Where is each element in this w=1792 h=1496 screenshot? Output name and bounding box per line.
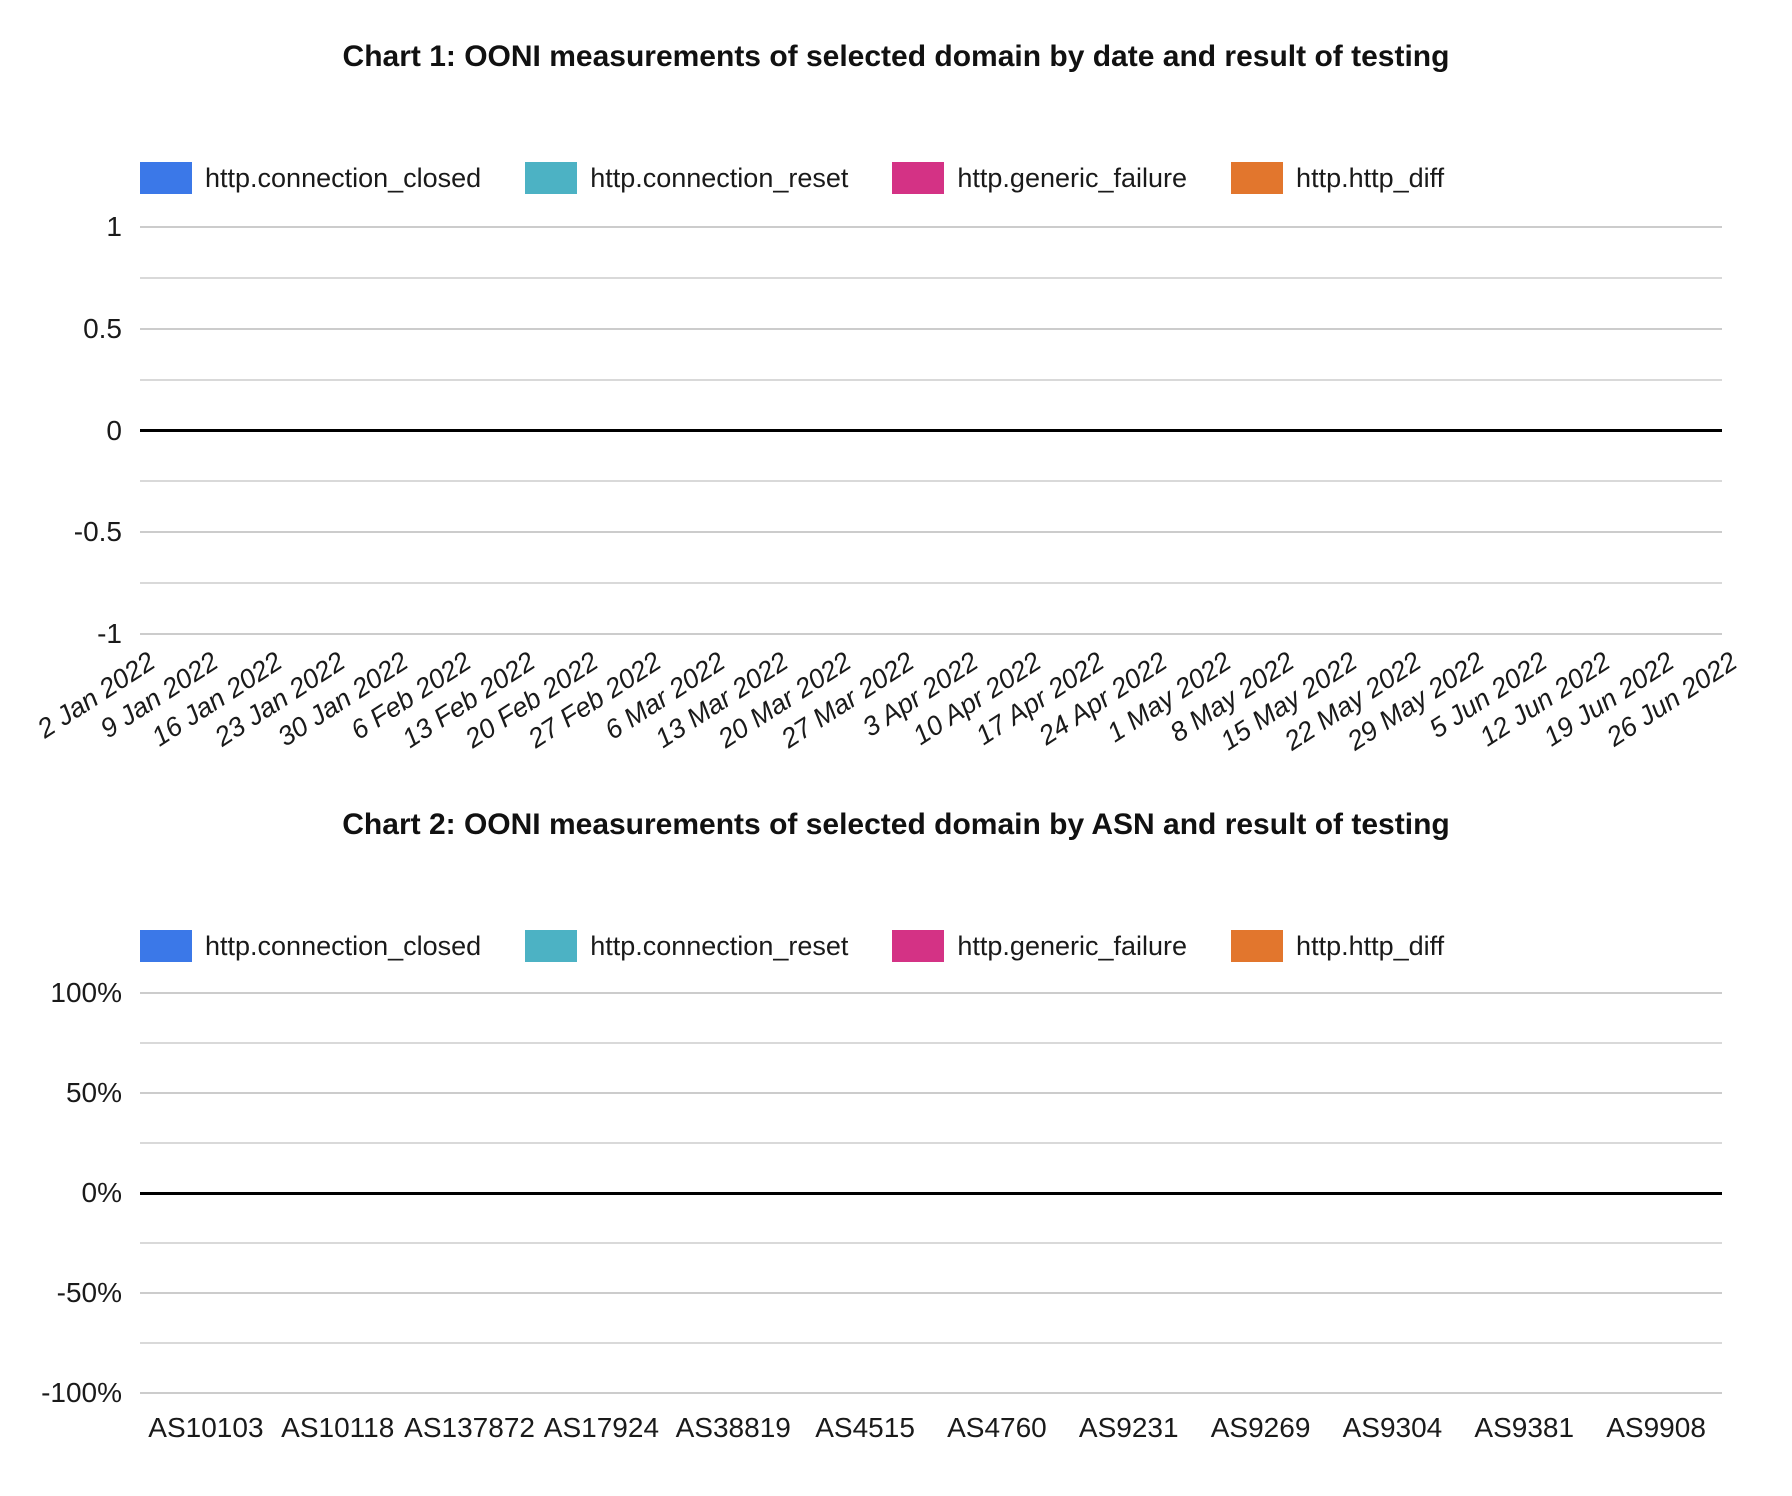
- gridline: [140, 633, 1722, 635]
- legend-item: http.connection_reset: [525, 930, 848, 962]
- y-tick-label: 0: [106, 414, 122, 446]
- chart1-title: Chart 1: OONI measurements of selected d…: [342, 40, 1450, 73]
- legend-label: http.connection_closed: [205, 162, 482, 193]
- legend-label: http.http_diff: [1296, 162, 1445, 193]
- x-tick-label: AS9269: [1210, 1412, 1311, 1443]
- gridline: [140, 1042, 1722, 1044]
- legend-swatch-icon: [525, 930, 578, 962]
- y-tick-label: 0.5: [83, 312, 122, 344]
- chart2-plot-area: [140, 992, 1722, 1394]
- gridline: [140, 531, 1722, 534]
- legend-swatch-icon: [892, 930, 945, 962]
- x-tick-label: AS4760: [947, 1412, 1047, 1443]
- legend-swatch-icon: [140, 162, 192, 194]
- y-tick-label: 100%: [50, 977, 122, 1008]
- y-tick-label: -0.5: [73, 516, 122, 548]
- y-tick-label: -1: [97, 618, 122, 649]
- gridline: [140, 1092, 1722, 1094]
- gridline: [140, 276, 1722, 279]
- legend-label: http.connection_closed: [205, 930, 482, 961]
- x-tick-label: AS9231: [1078, 1412, 1179, 1443]
- legend-item: http.connection_closed: [140, 162, 481, 194]
- legend-label: http.connection_reset: [590, 930, 849, 961]
- legend-item: http.http_diff: [1231, 162, 1444, 194]
- legend-item: http.connection_reset: [525, 162, 848, 194]
- legend-label: http.generic_failure: [957, 162, 1188, 193]
- legend-label: http.connection_reset: [590, 162, 849, 193]
- legend-item: http.generic_failure: [892, 162, 1187, 194]
- chart1-plot-area: [140, 226, 1722, 635]
- legend-item: http.http_diff: [1231, 930, 1444, 962]
- x-tick-label: AS17924: [543, 1412, 660, 1443]
- legend-item: http.connection_closed: [140, 930, 481, 962]
- gridline: [140, 378, 1722, 381]
- y-tick-label: 1: [106, 211, 122, 242]
- x-tick-label: AS38819: [675, 1412, 791, 1443]
- legend-swatch-icon: [1231, 162, 1284, 194]
- y-tick-label: -100%: [41, 1377, 122, 1408]
- legend-swatch-icon: [892, 162, 945, 194]
- gridline: [140, 480, 1722, 483]
- x-tick-label: AS9304: [1342, 1412, 1443, 1443]
- gridline: [140, 226, 1722, 228]
- legend-label: http.generic_failure: [957, 930, 1188, 961]
- chart1-legend: http.connection_closed http.connection_re…: [140, 162, 1444, 194]
- y-tick-label: 50%: [65, 1077, 122, 1108]
- x-tick-label: AS10103: [148, 1412, 264, 1443]
- legend-swatch-icon: [1231, 930, 1284, 962]
- gridline: [140, 1292, 1722, 1294]
- gridline: [140, 1342, 1722, 1344]
- x-tick-label: AS9908: [1606, 1412, 1706, 1443]
- gridline: [140, 1191, 1722, 1195]
- x-tick-label: AS4515: [815, 1412, 915, 1443]
- legend-item: http.generic_failure: [892, 930, 1187, 962]
- y-tick-label: 0%: [81, 1177, 122, 1208]
- chart2-title: Chart 2: OONI measurements of selected d…: [342, 808, 1450, 841]
- legend-label: http.http_diff: [1296, 930, 1445, 961]
- gridline: [140, 327, 1722, 330]
- gridline: [140, 429, 1722, 432]
- x-tick-label: AS137872: [404, 1412, 535, 1443]
- chart2-legend: http.connection_closed http.connection_re…: [140, 930, 1444, 962]
- y-tick-label: -50%: [56, 1277, 122, 1308]
- gridline: [140, 1242, 1722, 1244]
- gridline: [140, 1142, 1722, 1144]
- x-tick-label: AS10118: [281, 1412, 395, 1443]
- gridline: [140, 1392, 1722, 1394]
- x-tick-label: AS9381: [1474, 1412, 1575, 1443]
- legend-swatch-icon: [140, 930, 192, 962]
- legend-swatch-icon: [525, 162, 578, 194]
- gridline: [140, 582, 1722, 585]
- gridline: [140, 992, 1722, 994]
